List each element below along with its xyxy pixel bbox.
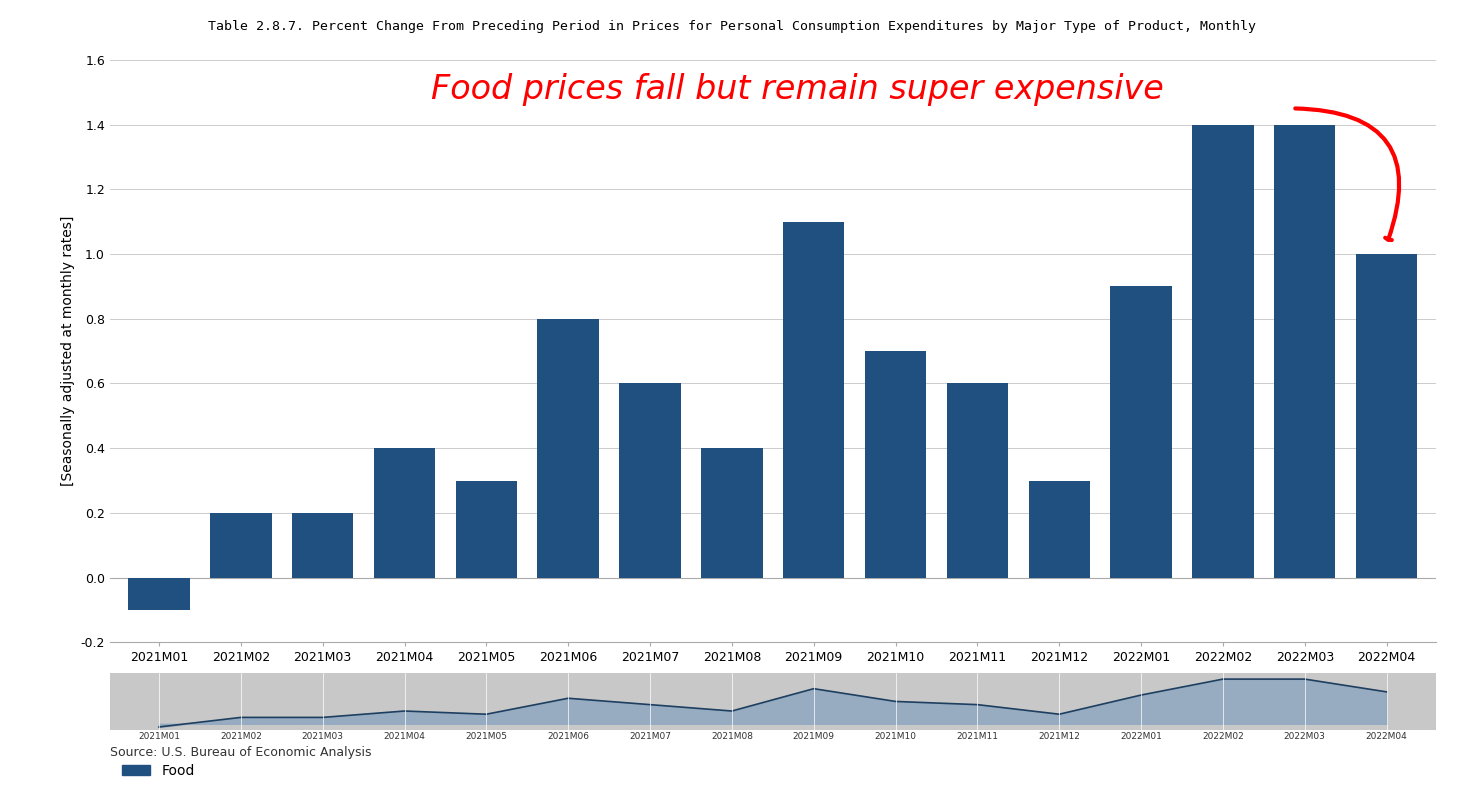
Bar <box>292 513 353 578</box>
Bar <box>374 448 435 578</box>
Bar <box>620 384 681 578</box>
Bar <box>702 448 763 578</box>
Bar <box>209 513 271 578</box>
Bar <box>1028 480 1090 578</box>
Y-axis label: [Seasonally adjusted at monthly rates]: [Seasonally adjusted at monthly rates] <box>62 216 75 486</box>
Bar <box>1110 286 1172 578</box>
Bar <box>538 318 599 578</box>
Legend: Food: Food <box>117 758 201 783</box>
Bar <box>1275 124 1336 578</box>
Text: Table 2.8.7. Percent Change From Preceding Period in Prices for Personal Consump: Table 2.8.7. Percent Change From Precedi… <box>208 20 1257 33</box>
Bar <box>1357 254 1417 578</box>
Text: Food prices fall but remain super expensive: Food prices fall but remain super expens… <box>431 73 1163 106</box>
Bar <box>864 351 926 578</box>
Bar <box>946 384 1008 578</box>
Bar <box>456 480 517 578</box>
Bar <box>1193 124 1254 578</box>
Bar <box>129 578 189 610</box>
Bar <box>782 222 844 578</box>
Text: Source: U.S. Bureau of Economic Analysis: Source: U.S. Bureau of Economic Analysis <box>110 746 371 759</box>
